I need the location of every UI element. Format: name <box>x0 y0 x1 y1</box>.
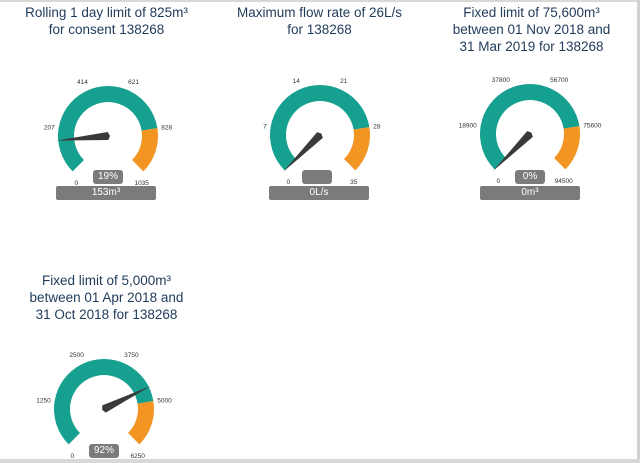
gauge-tick-label: 2500 <box>69 352 84 359</box>
gauge-tick-label: 0 <box>70 453 74 460</box>
gauge-percent-badge: 92% <box>89 444 119 458</box>
gauge-tick-label: 0 <box>74 180 78 187</box>
gauge-needle <box>102 385 151 413</box>
gauge-title-line: Rolling 1 day limit of 825m³ <box>25 5 188 20</box>
gauge-tick-label: 0 <box>496 178 500 185</box>
gauge-arc-over-limit <box>132 128 158 172</box>
gauge-rolling-1-day-limit: Rolling 1 day limit of 825m³ for consent… <box>0 0 213 215</box>
gauge-tick-label: 207 <box>44 124 55 131</box>
gauge-title-line: Fixed limit of 75,600m³ <box>463 5 600 20</box>
gauge-fixed-limit-nov-mar: Fixed limit of 75,600m³ between 01 Nov 2… <box>426 0 637 215</box>
gauge-dial: 0 7 14 21 28 35 <box>263 78 381 186</box>
gauge-dial: 0 1250 2500 3750 5000 6250 <box>36 352 172 460</box>
gauge-title-line: for consent 138268 <box>48 22 165 37</box>
gauge-tick-label: 94500 <box>555 178 573 185</box>
gauge-title: Fixed limit of 75,600m³ between 01 Nov 2… <box>426 4 637 55</box>
gauge-tick-label: 18900 <box>459 122 477 129</box>
gauge-tick-label: 1035 <box>134 180 149 187</box>
gauge-tick-label: 7 <box>263 123 267 130</box>
gauge-arc-over-limit <box>344 127 370 171</box>
gauge-title: Fixed limit of 5,000m³ between 01 Apr 20… <box>0 272 213 323</box>
gauge-dial: 0 18900 37800 56700 75600 94500 <box>459 77 602 185</box>
gauge-percent-badge: 19% <box>93 170 123 184</box>
gauge-percent-badge: 0% <box>515 170 545 184</box>
gauge-title: Maximum flow rate of 26L/s for 138268 <box>213 4 426 38</box>
gauge-title-line: between 01 Nov 2018 and <box>452 22 611 37</box>
gauge-tick-label: 35 <box>350 179 358 186</box>
gauge-tick-label: 414 <box>77 79 88 86</box>
gauge-tick-label: 6250 <box>130 453 145 460</box>
gauge-title-line: Fixed limit of 5,000m³ <box>41 273 172 288</box>
gauge-tick-label: 3750 <box>124 352 139 359</box>
top-border <box>0 0 640 2</box>
gauge-arc-over-limit <box>554 126 580 170</box>
gauge-title-line: Maximum flow rate of 26L/s <box>236 5 403 20</box>
gauge-arc-normal <box>54 359 154 445</box>
gauge-arc-normal <box>270 84 370 171</box>
gauge-tick-label: 75600 <box>583 122 601 129</box>
gauge-arc-normal <box>58 86 158 172</box>
gauge-tick-label: 37800 <box>492 77 510 84</box>
gauge-tick-label: 828 <box>161 124 172 131</box>
gauge-fixed-limit-apr-oct: Fixed limit of 5,000m³ between 01 Apr 20… <box>0 268 213 463</box>
gauge-tick-label: 28 <box>373 123 381 130</box>
bottom-border <box>0 459 640 463</box>
gauge-max-flow-rate: Maximum flow rate of 26L/s for 138268 0 7… <box>213 0 426 215</box>
gauge-tick-label: 21 <box>340 78 348 85</box>
gauge-needle <box>56 132 110 141</box>
gauge-needle <box>283 132 323 172</box>
gauge-needle <box>493 131 533 171</box>
gauge-tick-label: 5000 <box>157 397 172 404</box>
gauge-title-line: for 138268 <box>287 22 352 37</box>
gauge-dial: 0 207 414 621 828 1035 <box>44 79 173 187</box>
gauge-tick-label: 0 <box>286 179 290 186</box>
gauge-arc-over-limit <box>128 401 154 445</box>
gauge-tick-label: 56700 <box>550 77 568 84</box>
gauge-title: Rolling 1 day limit of 825m³ for consent… <box>0 4 213 38</box>
gauge-percent-badge <box>302 170 332 184</box>
gauge-value-badge: 0m³ <box>480 186 580 200</box>
gauge-tick-label: 1250 <box>36 397 51 404</box>
gauge-title-line: between 01 Apr 2018 and <box>29 290 184 305</box>
gauge-tick-label: 621 <box>128 79 139 86</box>
gauge-arc-normal <box>480 83 580 170</box>
gauge-title-line: 31 Mar 2019 for 138268 <box>459 39 604 54</box>
gauge-title-line: 31 Oct 2018 for 138268 <box>35 307 178 322</box>
scrollbar-track[interactable] <box>637 0 640 463</box>
gauge-value-badge: 153m³ <box>56 186 156 200</box>
gauge-tick-label: 14 <box>293 78 301 85</box>
gauge-value-badge: 0L/s <box>269 186 369 200</box>
